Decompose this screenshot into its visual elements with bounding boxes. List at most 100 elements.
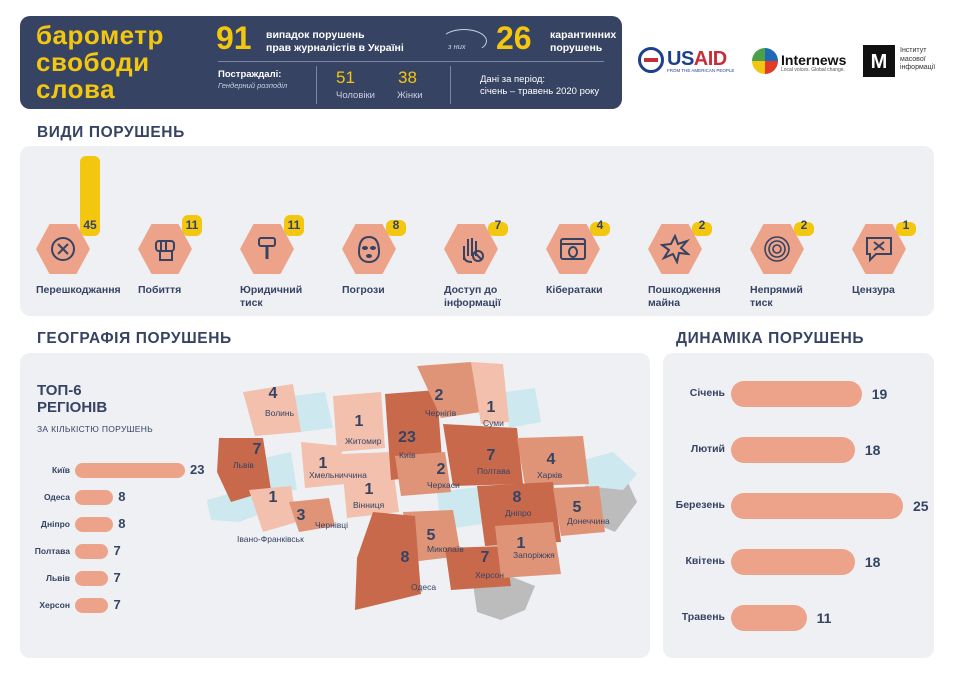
chernihiv-region [417, 362, 481, 418]
map-region-name: Львів [233, 460, 254, 470]
type-label: Цензура [852, 284, 952, 297]
map-region-count: 1 [517, 535, 526, 552]
explosion-icon [660, 234, 690, 264]
map-region-name: Полтава [477, 466, 511, 476]
type-label: Пошкодження майна [648, 284, 748, 310]
region-value: 7 [113, 543, 121, 558]
map-region-count: 4 [269, 385, 278, 402]
divider [218, 61, 604, 62]
text-line: порушень [550, 42, 603, 54]
map-region-count: 7 [481, 549, 490, 566]
month-value: 18 [864, 554, 881, 570]
men-count: 51 [336, 68, 355, 87]
top6-title-line: РЕГІОНІВ [37, 399, 108, 416]
map-region-count: 2 [435, 387, 444, 404]
text-line: карантинних [550, 29, 617, 41]
map-region-name: Волинь [265, 408, 295, 418]
region-value: 7 [113, 597, 121, 612]
map-region-name: Чернігів [425, 408, 457, 418]
brand-line: слова [36, 74, 116, 104]
gavel-icon [258, 237, 276, 259]
map-region-name: Суми [483, 418, 504, 428]
type-count: 7 [494, 218, 502, 232]
usaid-seal-icon [638, 47, 664, 73]
map-region-count: 23 [398, 429, 416, 446]
type-item: 11 Юридичний тиск [224, 146, 320, 316]
text-line: прав журналістів в Україні [266, 42, 404, 54]
women-label: Жінки [397, 90, 423, 101]
map-region-count: 7 [253, 441, 262, 458]
type-item: 4 Кібератаки [530, 146, 626, 316]
types-panel: 45 Перешкоджання 11 Побиття 11 Юридичний тиск 8… [20, 146, 934, 316]
month-label: Квітень [685, 555, 725, 567]
month-value: 18 [864, 442, 881, 458]
usaid-prefix: US [667, 48, 694, 70]
imi-line: Інститут [900, 47, 927, 54]
type-label-line: Цензура [852, 284, 895, 296]
region-bar [75, 463, 185, 478]
type-item: 7 Доступ до інформації [428, 146, 524, 316]
type-label-line: інформації [444, 297, 501, 309]
type-label-line: тиск [750, 297, 773, 309]
rivne-no-data [293, 392, 333, 432]
map-region-count: 5 [573, 499, 582, 516]
month-value: 19 [871, 386, 888, 402]
type-value-bar [692, 222, 712, 236]
type-count: 2 [800, 218, 808, 232]
blocked-icon [51, 237, 75, 261]
total-cases-number: 91 [216, 20, 252, 56]
map-region-name: Хмельниччина [309, 470, 367, 480]
brand-line: барометр [36, 20, 164, 50]
type-label-line: Кібератаки [546, 284, 603, 296]
ivano-frankivsk-region [249, 486, 297, 532]
donetsk-region [553, 486, 605, 536]
month-bar [731, 381, 862, 407]
top6-title: ТОП-6 РЕГІОНІВ [37, 382, 157, 416]
type-label-line: Непрямий [750, 284, 803, 296]
internews-mark-icon [752, 48, 778, 74]
text-line: випадок порушень [266, 29, 365, 41]
type-value-bar [896, 222, 916, 236]
type-value-bar [386, 220, 406, 236]
type-value-bar [80, 156, 100, 236]
map-region-name: Вінниця [353, 500, 385, 510]
map-region-name: Миколаїв [427, 544, 464, 554]
map-region-name: Херсон [475, 570, 504, 580]
map-region-count: 1 [319, 455, 328, 472]
period-value: січень – травень 2020 року [480, 86, 600, 97]
map-region-count: 8 [401, 549, 410, 566]
arrow-icon [441, 29, 487, 53]
type-count: 45 [83, 218, 97, 232]
type-count: 2 [698, 218, 706, 232]
map-region-count: 7 [487, 447, 496, 464]
divider [316, 66, 317, 104]
type-item: 1 Цензура [836, 146, 932, 316]
region-label: Київ [51, 465, 70, 475]
spiral-icon [764, 236, 790, 262]
map-region-count: 1 [269, 489, 278, 506]
month-label: Березень [675, 499, 725, 511]
map-region-count: 3 [297, 507, 306, 524]
women-count: 38 [398, 68, 417, 87]
map-region-count: 1 [365, 481, 374, 498]
sumy-east-no-data [505, 388, 541, 428]
hand-block-icon [463, 238, 484, 263]
region-bar [75, 517, 114, 532]
period-label: Дані за період: [480, 74, 546, 85]
type-item: 8 Погрози [326, 146, 422, 316]
of-them-label: з них [448, 42, 466, 51]
type-label: Юридичний тиск [240, 284, 340, 310]
region-value: 8 [118, 516, 126, 531]
region-bar [75, 571, 109, 586]
khmelnytskyi-region [301, 442, 345, 488]
geo-section-title: ГЕОГРАФІЯ ПОРУШЕНЬ [37, 330, 232, 347]
imi-logo: M [863, 45, 895, 77]
type-item: 2 Непрямий тиск [734, 146, 830, 316]
region-label: Полтава [34, 546, 70, 556]
poltava-region [443, 424, 523, 486]
type-label-line: тиск [240, 297, 263, 309]
kherson-region [445, 546, 511, 590]
type-count: 4 [596, 218, 604, 232]
imi-name: Інститут масової інформації [900, 47, 955, 73]
map-region-name: Запоріжжя [513, 550, 555, 560]
